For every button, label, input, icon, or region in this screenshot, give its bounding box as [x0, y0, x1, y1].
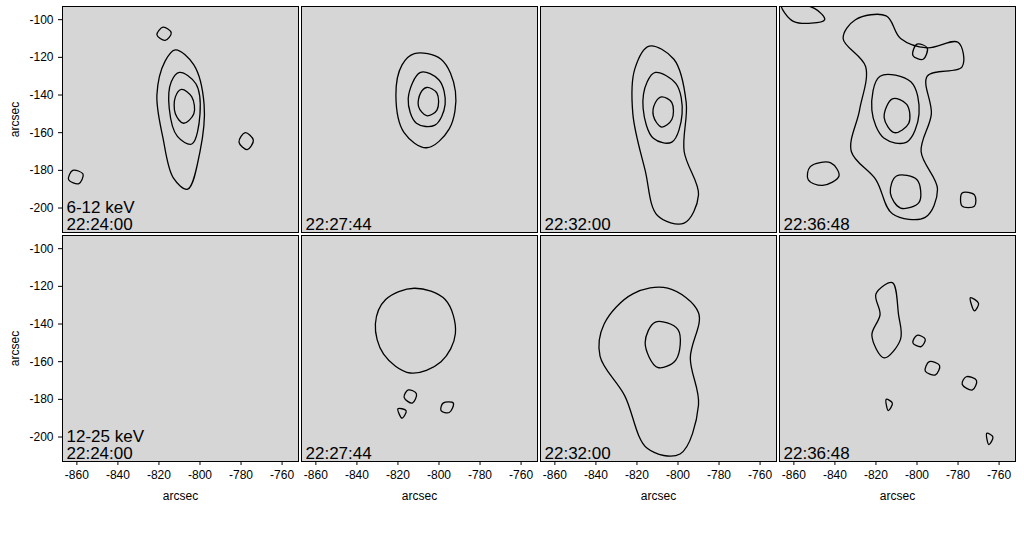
svg-text:-780: -780 — [707, 468, 731, 482]
svg-text:-780: -780 — [229, 468, 253, 482]
svg-text:22:27:44: 22:27:44 — [306, 444, 372, 463]
svg-text:-140: -140 — [29, 88, 53, 102]
svg-text:22:36:48: 22:36:48 — [784, 215, 850, 234]
svg-text:22:32:00: 22:32:00 — [545, 444, 611, 463]
svg-text:-780: -780 — [946, 468, 970, 482]
svg-text:-860: -860 — [304, 468, 328, 482]
svg-text:-800: -800 — [666, 468, 690, 482]
svg-text:22:36:48: 22:36:48 — [784, 444, 850, 463]
svg-text:-180: -180 — [29, 163, 53, 177]
svg-text:-760: -760 — [509, 468, 533, 482]
svg-text:-100: -100 — [29, 242, 53, 256]
svg-text:arcsec: arcsec — [880, 489, 915, 503]
svg-text:-840: -840 — [823, 468, 847, 482]
svg-text:-840: -840 — [106, 468, 130, 482]
svg-text:-860: -860 — [543, 468, 567, 482]
svg-text:-760: -760 — [987, 468, 1011, 482]
svg-text:-780: -780 — [468, 468, 492, 482]
svg-text:-840: -840 — [584, 468, 608, 482]
svg-text:-800: -800 — [427, 468, 451, 482]
svg-text:arcsec: arcsec — [641, 489, 676, 503]
svg-text:arcsec: arcsec — [402, 489, 437, 503]
svg-text:arcsec: arcsec — [8, 102, 22, 137]
svg-text:-160: -160 — [29, 126, 53, 140]
svg-text:-140: -140 — [29, 317, 53, 331]
svg-text:arcsec: arcsec — [163, 489, 198, 503]
svg-text:12-25 keV22:24:00: 12-25 keV22:24:00 — [67, 427, 145, 463]
svg-text:-760: -760 — [270, 468, 294, 482]
svg-text:22:32:00: 22:32:00 — [545, 215, 611, 234]
svg-text:-160: -160 — [29, 355, 53, 369]
svg-text:-180: -180 — [29, 392, 53, 406]
svg-text:-800: -800 — [905, 468, 929, 482]
svg-text:6-12 keV22:24:00: 6-12 keV22:24:00 — [67, 198, 136, 234]
svg-text:-760: -760 — [748, 468, 772, 482]
svg-text:-800: -800 — [188, 468, 212, 482]
svg-text:-840: -840 — [345, 468, 369, 482]
svg-text:-820: -820 — [864, 468, 888, 482]
svg-text:-120: -120 — [29, 50, 53, 64]
svg-text:-820: -820 — [625, 468, 649, 482]
svg-text:arcsec: arcsec — [8, 331, 22, 366]
svg-text:-820: -820 — [147, 468, 171, 482]
svg-text:-820: -820 — [386, 468, 410, 482]
svg-text:-120: -120 — [29, 279, 53, 293]
svg-text:-100: -100 — [29, 13, 53, 27]
svg-text:-860: -860 — [65, 468, 89, 482]
svg-text:-860: -860 — [782, 468, 806, 482]
svg-text:22:27:44: 22:27:44 — [306, 215, 372, 234]
svg-text:-200: -200 — [29, 430, 53, 444]
svg-text:-200: -200 — [29, 201, 53, 215]
